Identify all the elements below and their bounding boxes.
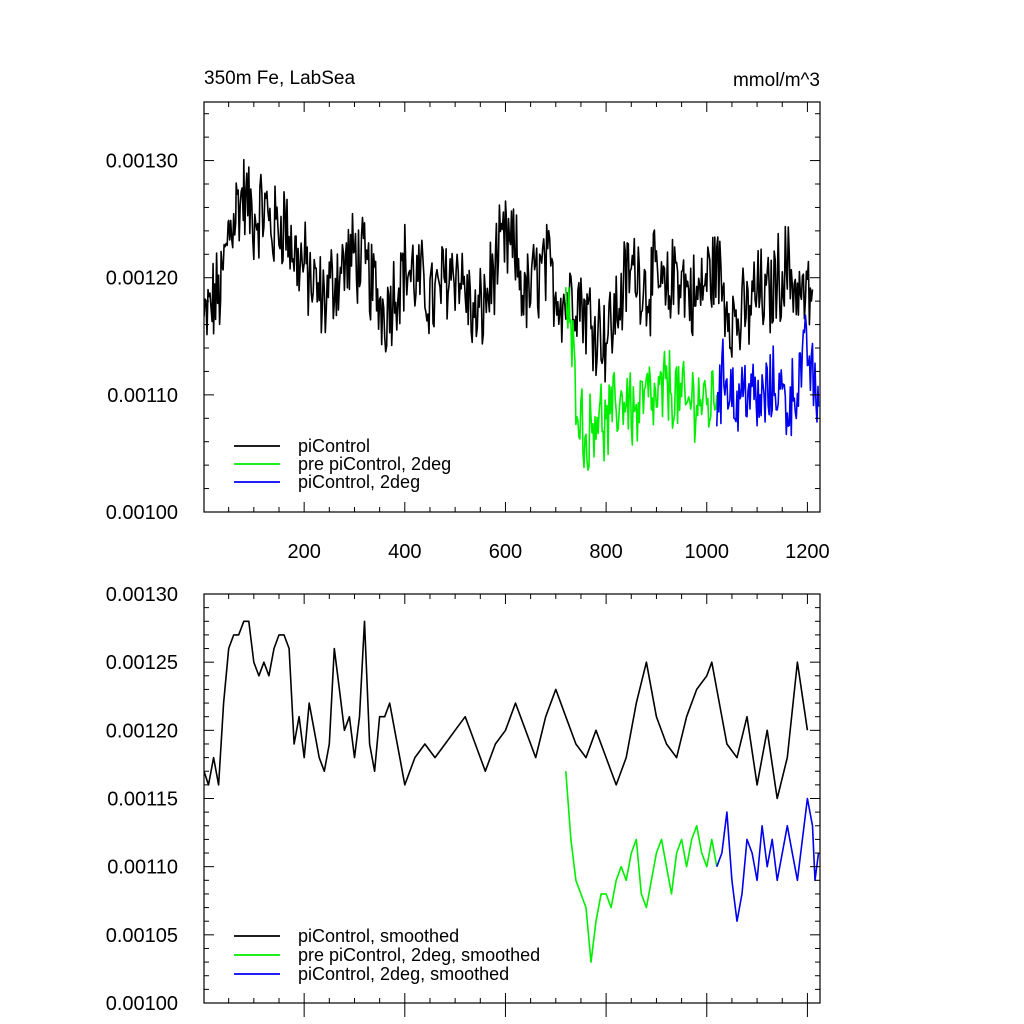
legend-label: pre piControl, 2deg, smoothed bbox=[298, 945, 540, 965]
y-tick-label: 0.00110 bbox=[107, 385, 178, 407]
bottom-panel: 0.00100 0.00105 0.00110 0.00115 0.00120 0.001… bbox=[106, 584, 821, 1017]
plot-frame bbox=[203, 593, 821, 1004]
series-line-picontrol-2deg bbox=[716, 314, 820, 437]
x-tick-label: 1000 bbox=[685, 541, 730, 563]
x-tick-label: 1200 bbox=[785, 541, 830, 563]
x-tick-label: 800 bbox=[589, 541, 622, 563]
legend-label: pre piControl, 2deg bbox=[298, 454, 451, 474]
top-axes: 200 400 600 800 1000 1200 0.00100 0.00110 0.0012… bbox=[106, 101, 830, 563]
x-tick-label: 400 bbox=[388, 541, 421, 563]
series-line-pre-picontrol-2deg bbox=[565, 286, 718, 471]
y-tick-label: 0.00110 bbox=[107, 857, 178, 879]
top-plot-area bbox=[204, 158, 820, 471]
series-line-picontrol-smoothed bbox=[204, 620, 809, 800]
y-tick-label: 0.00125 bbox=[106, 652, 178, 674]
legend-label: piControl bbox=[298, 436, 370, 456]
y-tick-label: 0.00115 bbox=[107, 789, 178, 811]
top-units: mmol/m^3 bbox=[733, 70, 820, 91]
series-line-picontrol bbox=[204, 158, 814, 383]
top-panel: 350m Fe, LabSea mmol/m^3 200 400 600 800 100… bbox=[106, 68, 830, 563]
series-line-pre-picontrol-2deg-smoothed bbox=[565, 771, 718, 963]
top-title: 350m Fe, LabSea bbox=[204, 68, 355, 89]
y-tick-label: 0.00120 bbox=[106, 268, 178, 290]
y-tick-label: 0.00130 bbox=[106, 151, 178, 173]
y-tick-label: 0.00105 bbox=[106, 925, 178, 947]
bottom-axes: 0.00100 0.00105 0.00110 0.00115 0.00120 0.001… bbox=[106, 584, 821, 1017]
legend-label: piControl, 2deg bbox=[298, 472, 420, 492]
plot-frame bbox=[203, 101, 821, 513]
y-tick-label: 0.00120 bbox=[106, 720, 178, 742]
y-tick-label: 0.00130 bbox=[106, 584, 178, 606]
bottom-plot-area bbox=[204, 620, 820, 963]
series-line-picontrol-2deg-smoothed bbox=[716, 797, 820, 922]
y-tick-label: 0.00100 bbox=[106, 993, 178, 1015]
x-tick-label: 600 bbox=[489, 541, 522, 563]
legend-label: piControl, 2deg, smoothed bbox=[298, 964, 509, 984]
y-tick-label: 0.00100 bbox=[106, 502, 178, 524]
legend-label: piControl, smoothed bbox=[298, 926, 459, 946]
x-tick-label: 200 bbox=[287, 541, 320, 563]
